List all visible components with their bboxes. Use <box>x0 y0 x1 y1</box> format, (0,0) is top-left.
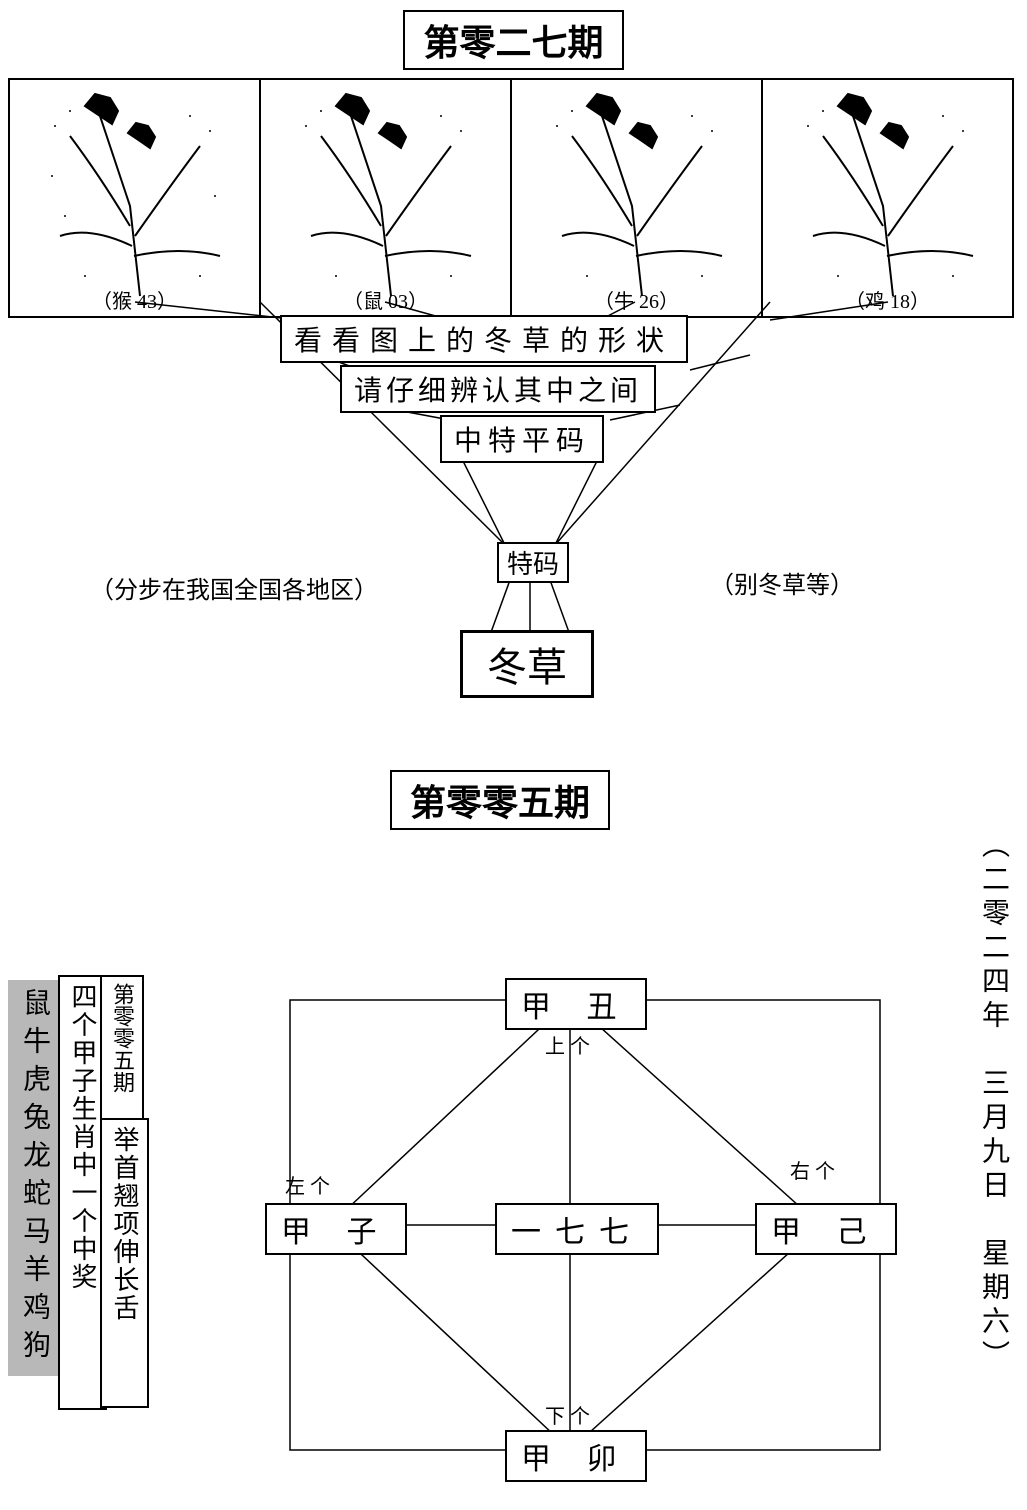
node-top: 甲 丑 <box>505 978 647 1030</box>
dongcao-box: 冬草 <box>460 630 594 698</box>
node-center: 一七七 <box>495 1203 659 1255</box>
line3-box: 中特平码 <box>440 415 604 463</box>
line2-box: 请仔细辨认其中之间 <box>340 365 656 413</box>
label-down: 下 个 <box>545 1400 590 1429</box>
dongcao-text: 冬草 <box>460 630 594 698</box>
node-left: 甲 子 <box>265 1203 407 1255</box>
left-note: （分步在我国全国各地区） <box>90 570 378 605</box>
line1-text: 看看图上的冬草的形状 <box>280 315 688 363</box>
node-bottom: 甲 卯 <box>505 1430 647 1482</box>
line3-text: 中特平码 <box>440 415 604 463</box>
label-right: 右 个 <box>790 1155 835 1184</box>
tema-text: 特码 <box>497 542 569 583</box>
tema-box: 特码 <box>497 542 569 583</box>
node-right: 甲 己 <box>755 1203 897 1255</box>
line2-text: 请仔细辨认其中之间 <box>340 365 656 413</box>
section-005: 第零零五期 鼠牛虎兔龙蛇马羊鸡狗 四个甲子生肖中一个中奖 第零零五期 举首翘项伸… <box>0 740 1027 1500</box>
section2-lines <box>0 740 1027 1510</box>
label-left: 左 个 <box>285 1170 330 1199</box>
line1-box: 看看图上的冬草的形状 <box>280 315 688 363</box>
right-note: （别冬草等） <box>710 565 854 600</box>
section-027: 第零二七期 <box>0 0 1027 740</box>
label-up: 上 个 <box>545 1030 590 1059</box>
